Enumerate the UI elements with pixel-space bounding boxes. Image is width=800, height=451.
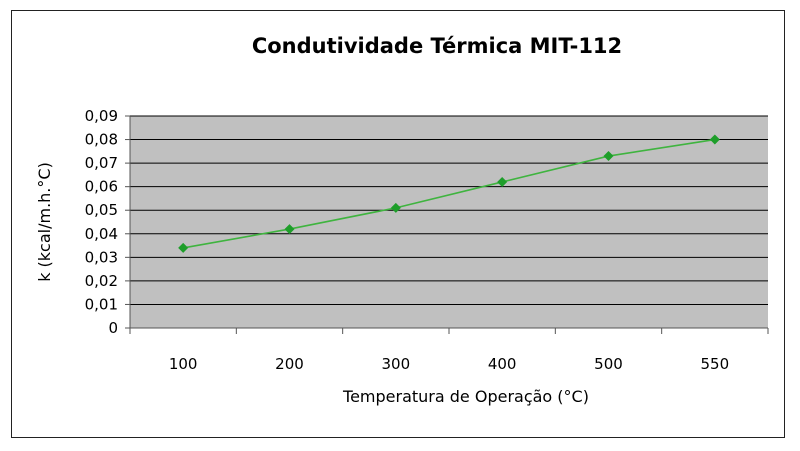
y-tick-label: 0 bbox=[108, 319, 118, 337]
y-tick-label: 0,06 bbox=[85, 178, 118, 196]
data-point bbox=[178, 242, 189, 253]
y-tick-label: 0,05 bbox=[85, 201, 118, 219]
chart-title: Condutividade Térmica MIT-112 bbox=[252, 34, 622, 58]
y-tick-label: 0,02 bbox=[85, 272, 118, 290]
data-point bbox=[390, 202, 401, 213]
data-point bbox=[603, 151, 614, 162]
data-point bbox=[284, 224, 295, 235]
y-axis-label: k (kcal/m.h.°C) bbox=[35, 162, 54, 282]
y-tick-label: 0,07 bbox=[85, 154, 118, 172]
x-tick-label: 500 bbox=[594, 355, 623, 373]
y-tick-label: 0,04 bbox=[85, 225, 118, 243]
plot-area bbox=[130, 116, 768, 328]
x-axis: 100 200 300 400 500 550 bbox=[129, 327, 769, 373]
gridlines bbox=[130, 115, 768, 305]
data-point bbox=[497, 176, 508, 187]
y-tick-label: 0,03 bbox=[85, 248, 118, 266]
x-tick-label: 300 bbox=[382, 355, 411, 373]
x-tick-label: 200 bbox=[275, 355, 304, 373]
y-axis: 0 0,01 0,02 0,03 0,04 0,05 0,06 0,07 0,08 0,09 bbox=[85, 107, 131, 337]
y-tick-label: 0,08 bbox=[85, 131, 118, 149]
x-tick-label: 100 bbox=[169, 355, 198, 373]
series-line bbox=[183, 138, 715, 249]
y-tick-label: 0,01 bbox=[85, 295, 118, 313]
x-axis-label: Temperatura de Operação (°C) bbox=[342, 387, 589, 406]
series bbox=[178, 134, 720, 253]
y-tick-label: 0,09 bbox=[85, 107, 118, 125]
x-tick-label: 400 bbox=[488, 355, 517, 373]
x-tick-label: 550 bbox=[701, 355, 730, 373]
data-point bbox=[709, 134, 720, 145]
